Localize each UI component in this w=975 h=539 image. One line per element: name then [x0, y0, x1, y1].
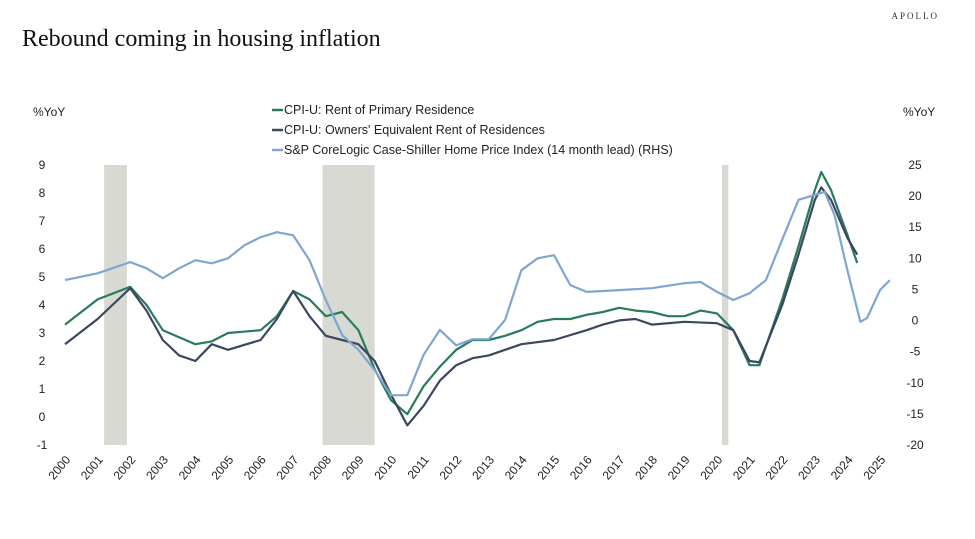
- left-axis-label: %YoY: [33, 105, 65, 119]
- x-ticks: 2000 2001 2002 2003 2004 2005 2006 2007 2008 2009…: [45, 453, 888, 483]
- chart-title: Rebound coming in housing inflation: [22, 26, 381, 52]
- series-line-1: [64, 170, 859, 416]
- x-tick-label: 2021: [730, 453, 758, 483]
- left-y-tick-label: 2: [39, 354, 46, 368]
- left-y-tick-label: 4: [39, 298, 46, 312]
- x-tick-label: 2008: [306, 453, 334, 483]
- x-tick-label: 2013: [469, 453, 497, 483]
- x-tick-label: 2001: [78, 453, 106, 483]
- left-y-tick-label: 9: [39, 158, 46, 172]
- left-y-tick-label: 3: [39, 326, 46, 340]
- recession-bands: [104, 165, 729, 445]
- series-line-2: [64, 186, 859, 427]
- legend: CPI-U: Rent of Primary Residence CPI-U: O…: [272, 103, 673, 157]
- legend-label: S&P CoreLogic Case-Shiller Home Price In…: [284, 143, 673, 157]
- x-tick-label: 2002: [111, 453, 139, 483]
- x-tick-label: 2019: [665, 453, 693, 483]
- right-y-tick-label: -15: [906, 407, 924, 421]
- right-y-tick-label: 0: [912, 314, 919, 328]
- x-tick-label: 2018: [632, 453, 660, 483]
- x-tick-label: 2006: [241, 453, 269, 483]
- recession-band: [721, 165, 729, 445]
- x-tick-label: 2020: [697, 453, 725, 483]
- right-axis-label: %YoY: [903, 105, 935, 119]
- recession-band: [322, 165, 375, 445]
- x-tick-label: 2017: [600, 453, 628, 483]
- left-y-tick-label: 1: [39, 382, 46, 396]
- right-y-tick-label: 20: [908, 189, 922, 203]
- x-tick-label: 2010: [371, 453, 399, 483]
- recession-band: [104, 165, 127, 445]
- right-y-tick-label: -20: [906, 438, 924, 452]
- right-y-tick-label: 15: [908, 220, 922, 234]
- x-tick-label: 2025: [860, 453, 888, 483]
- x-tick-label: 2015: [534, 453, 562, 483]
- x-tick-label: 2016: [567, 453, 595, 483]
- x-tick-label: 2000: [45, 453, 73, 483]
- x-tick-label: 2023: [795, 453, 823, 483]
- x-tick-label: 2007: [274, 453, 302, 483]
- x-tick-label: 2005: [208, 453, 236, 483]
- legend-label: CPI-U: Owners' Equivalent Rent of Reside…: [284, 123, 545, 137]
- right-y-ticks: 25 20 15 10 5 0 -5 -10 -15 -20: [906, 158, 924, 452]
- left-y-tick-label: 6: [39, 242, 46, 256]
- brand-logo: APOLLO: [891, 11, 939, 21]
- right-y-tick-label: 10: [908, 251, 922, 265]
- left-y-tick-label: -1: [37, 438, 48, 452]
- x-tick-label: 2004: [176, 453, 204, 483]
- legend-label: CPI-U: Rent of Primary Residence: [284, 103, 474, 117]
- left-y-tick-label: 0: [39, 410, 46, 424]
- right-y-tick-label: -5: [910, 345, 921, 359]
- x-tick-label: 2009: [339, 453, 367, 483]
- left-y-tick-label: 7: [39, 214, 46, 228]
- x-tick-label: 2011: [405, 453, 433, 482]
- x-tick-label: 2012: [437, 453, 465, 483]
- series-lines: [64, 170, 891, 427]
- x-tick-label: 2014: [502, 453, 530, 483]
- series-line-3: [64, 190, 891, 397]
- left-y-tick-label: 8: [39, 186, 46, 200]
- x-tick-label: 2024: [828, 453, 856, 483]
- x-tick-label: 2003: [143, 453, 171, 483]
- right-y-tick-label: -10: [906, 376, 924, 390]
- right-y-tick-label: 5: [912, 282, 919, 296]
- x-tick-label: 2022: [763, 453, 791, 483]
- right-y-tick-label: 25: [908, 158, 922, 172]
- left-y-ticks: 9 8 7 6 5 4 3 2 1 0 -1: [37, 158, 48, 452]
- left-y-tick-label: 5: [39, 270, 46, 284]
